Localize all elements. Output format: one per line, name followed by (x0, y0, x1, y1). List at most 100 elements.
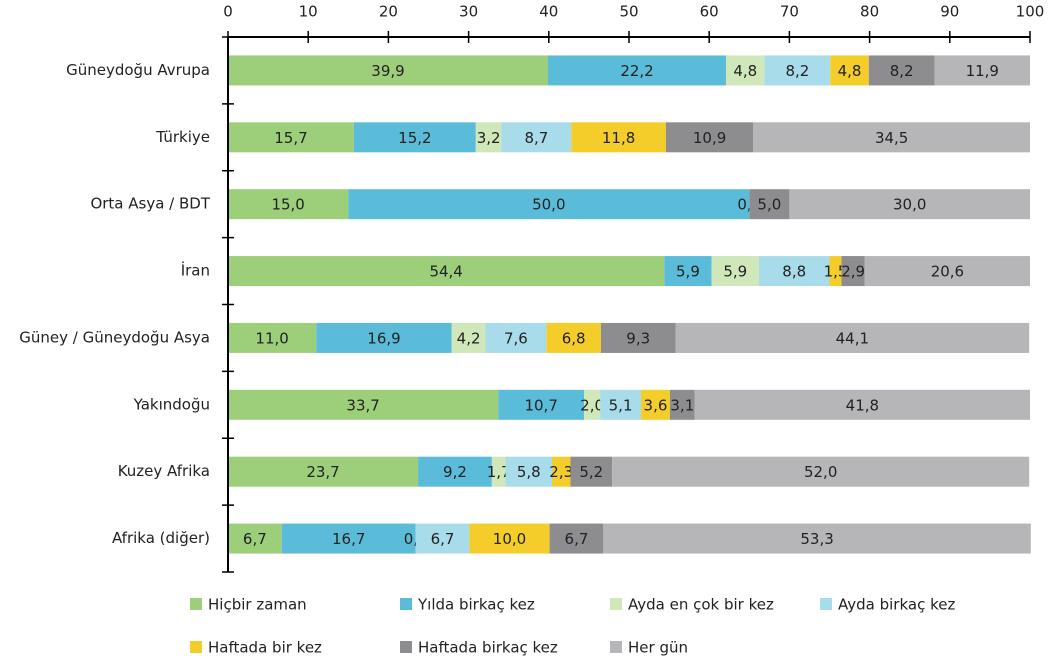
bar-segment (841, 256, 865, 287)
legend-label: Ayda en çok bir kez (628, 596, 774, 614)
y-tick-label: Güney / Güneydoğu Asya (19, 328, 210, 346)
legend-label: Ayda birkaç kez (838, 596, 955, 614)
bar-segment (498, 389, 585, 420)
bar-segment (571, 122, 666, 153)
x-tick-label: 90 (940, 3, 959, 21)
y-tick-label: Güneydoğu Avrupa (66, 61, 210, 79)
data-label: 23,7 (306, 463, 339, 481)
bar-segment (764, 55, 831, 86)
data-label: 4,2 (457, 329, 481, 347)
data-label: 4,8 (838, 62, 862, 80)
data-label: 5,2 (579, 463, 603, 481)
data-label: 53,3 (800, 530, 833, 548)
data-label: 2,9 (841, 263, 865, 281)
bar-segment (415, 523, 470, 554)
bar-segment (864, 256, 1030, 287)
bar-segment (228, 189, 349, 220)
data-label: 39,9 (371, 62, 404, 80)
bar-segment (570, 456, 613, 487)
bar-segment (789, 189, 1030, 220)
data-label: 6,7 (431, 530, 455, 548)
x-tick-label: 60 (700, 3, 719, 21)
bar-segment (469, 523, 550, 554)
bar-segment (669, 389, 695, 420)
bar-segment (664, 256, 712, 287)
bar-segment (758, 256, 830, 287)
data-label: 1,7 (487, 463, 511, 481)
bar-segment (228, 122, 354, 153)
data-label: 3,1 (670, 396, 694, 414)
bar-segment (228, 523, 282, 554)
data-label: 34,5 (875, 129, 908, 147)
x-tick-label: 0 (223, 3, 233, 21)
data-label: 11,9 (966, 62, 999, 80)
data-label: 11,8 (602, 129, 635, 147)
bar-segment (353, 122, 476, 153)
data-label: 8,2 (785, 62, 809, 80)
bar-segment (451, 322, 486, 353)
data-label: 9,3 (626, 329, 650, 347)
bar-segment (485, 322, 547, 353)
data-label: 4,8 (733, 62, 757, 80)
bar-segment (749, 189, 790, 220)
data-label: 6,7 (243, 530, 267, 548)
bar-segment (491, 456, 506, 487)
bar-segment (868, 55, 935, 86)
bar-segment (694, 389, 1030, 420)
data-label: 10,0 (493, 530, 526, 548)
bar-segment (934, 55, 1030, 86)
bar-segment (228, 389, 499, 420)
data-label: 22,2 (620, 62, 653, 80)
data-label: 5,0 (757, 196, 781, 214)
data-label: 3,2 (477, 129, 501, 147)
legend-label: Her gün (628, 639, 688, 657)
data-label: 15,7 (274, 129, 307, 147)
data-label: 3,6 (644, 396, 668, 414)
data-label: 54,4 (429, 263, 462, 281)
bar-segment (600, 322, 676, 353)
y-tick-label: Afrika (diğer) (112, 529, 210, 547)
legend-swatch (190, 641, 202, 653)
data-label: 15,2 (398, 129, 431, 147)
x-tick-label: 50 (619, 3, 638, 21)
data-label: 8,2 (890, 62, 914, 80)
bar-segment (675, 322, 1030, 353)
x-tick-label: 20 (379, 3, 398, 21)
x-tick-label: 30 (459, 3, 478, 21)
data-label: 50,0 (532, 196, 565, 214)
y-tick-label: Yakındoğu (133, 395, 210, 413)
data-label: 52,0 (804, 463, 837, 481)
bar-segment (641, 389, 670, 420)
bar-segment (612, 456, 1030, 487)
data-label: 44,1 (836, 329, 869, 347)
data-label: 10,7 (524, 396, 557, 414)
x-tick-label: 10 (299, 3, 318, 21)
legend-label: Hiçbir zaman (208, 596, 307, 614)
data-label: 2,0 (580, 396, 604, 414)
bar-segment (316, 322, 452, 353)
bar-segment (475, 122, 502, 153)
bar-segment (281, 523, 416, 554)
x-tick-label: 80 (860, 3, 879, 21)
legend-swatch (610, 598, 622, 610)
bar-segment (600, 389, 642, 420)
bar-segment (228, 256, 665, 287)
bar-segment (546, 322, 601, 353)
x-tick-label: 40 (539, 3, 558, 21)
bar-segment (549, 523, 604, 554)
data-label: 10,9 (693, 129, 726, 147)
bar-segment (228, 322, 317, 353)
y-tick-label: Türkiye (155, 128, 210, 146)
data-label: 41,8 (846, 396, 879, 414)
legend-swatch (820, 598, 832, 610)
bar-segment (228, 55, 548, 86)
data-label: 7,6 (504, 329, 528, 347)
legend-label: Haftada birkaç kez (418, 639, 558, 657)
data-label: 11,0 (255, 329, 288, 347)
data-label: 33,7 (346, 396, 379, 414)
bar-segment (603, 523, 1031, 554)
data-label: 6,8 (562, 329, 586, 347)
bar-segment (584, 389, 601, 420)
data-label: 16,9 (367, 329, 400, 347)
x-tick-label: 100 (1016, 3, 1045, 21)
